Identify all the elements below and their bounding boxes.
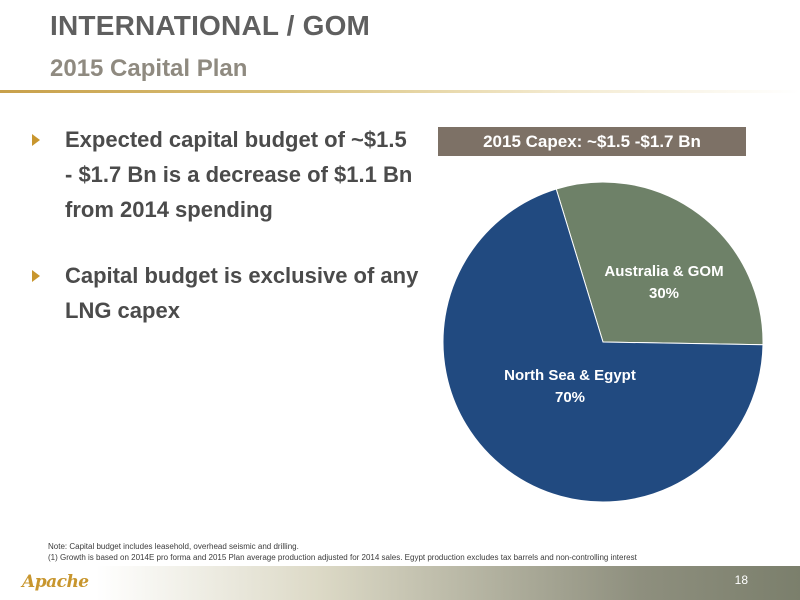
page-number: 18 xyxy=(734,573,748,587)
capex-label-box: 2015 Capex: ~$1.5 -$1.7 Bn xyxy=(438,127,746,156)
pie-slice-value: 30% xyxy=(649,285,679,302)
footnote-line: Note: Capital budget includes leasehold,… xyxy=(48,542,299,551)
bullet-item: Capital budget is exclusive of any LNG c… xyxy=(20,258,420,328)
bullet-arrow-icon xyxy=(32,270,40,282)
pie-slice-label: North Sea & Egypt xyxy=(504,367,636,384)
footnote-line: (1) Growth is based on 2014E pro forma a… xyxy=(48,553,637,562)
pie-slice-label: Australia & GOM xyxy=(604,263,723,280)
bullet-text: Expected capital budget of ~$1.5 - $1.7 … xyxy=(65,127,413,222)
pie-slice xyxy=(442,188,764,503)
company-logo: Apache xyxy=(22,572,89,592)
title-divider xyxy=(0,90,800,93)
footer-bar xyxy=(0,566,800,600)
bullet-list: Expected capital budget of ~$1.5 - $1.7 … xyxy=(20,122,420,359)
slide-title: INTERNATIONAL / GOM xyxy=(50,10,371,41)
slide-subtitle: 2015 Capital Plan xyxy=(50,55,248,82)
bullet-item: Expected capital budget of ~$1.5 - $1.7 … xyxy=(20,122,420,227)
pie-chart: Australia & GOM 30% North Sea & Egypt 70% xyxy=(442,181,764,503)
bullet-arrow-icon xyxy=(32,134,40,146)
pie-slice-value: 70% xyxy=(555,389,585,406)
pie-slice xyxy=(555,181,764,346)
footnote: Note: Capital budget includes leasehold,… xyxy=(48,541,768,563)
bullet-text: Capital budget is exclusive of any LNG c… xyxy=(65,263,419,323)
